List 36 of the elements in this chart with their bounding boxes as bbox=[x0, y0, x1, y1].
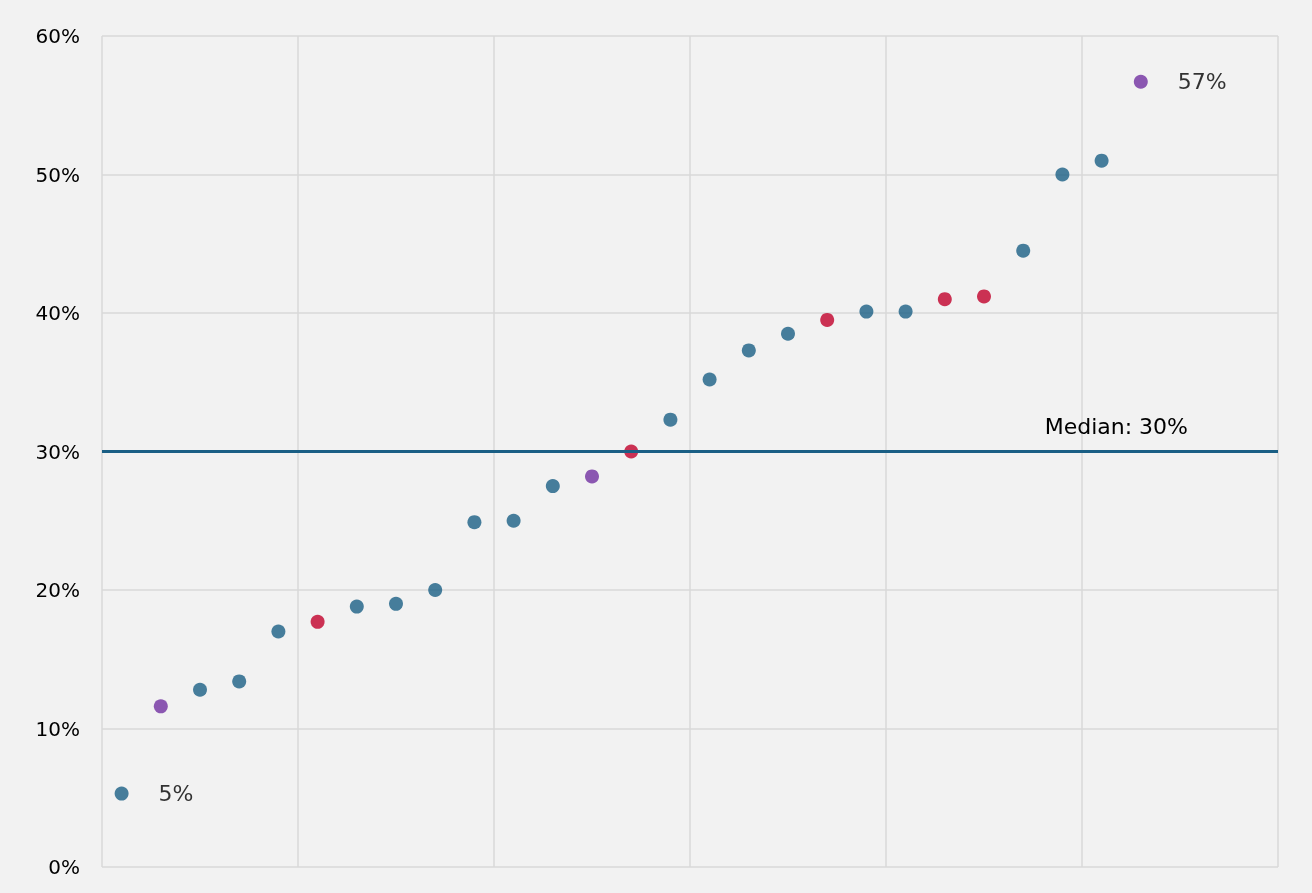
point bbox=[977, 289, 991, 304]
point bbox=[506, 513, 521, 528]
data-label: 57% bbox=[1177, 69, 1227, 95]
point bbox=[702, 372, 717, 387]
point bbox=[271, 624, 286, 639]
point bbox=[1016, 243, 1031, 258]
y-tick-label: 50% bbox=[35, 162, 80, 187]
point bbox=[1055, 167, 1070, 182]
point bbox=[1133, 74, 1148, 89]
point bbox=[663, 412, 678, 427]
point bbox=[781, 326, 795, 341]
point bbox=[193, 682, 207, 697]
point bbox=[1094, 153, 1109, 168]
point bbox=[741, 343, 756, 358]
y-tick-label: 60% bbox=[35, 24, 80, 48]
point bbox=[937, 292, 952, 307]
y-tick-label: 40% bbox=[35, 301, 80, 325]
point bbox=[898, 304, 913, 319]
point bbox=[545, 479, 560, 494]
point bbox=[153, 699, 168, 714]
point bbox=[389, 596, 403, 611]
point bbox=[232, 674, 247, 689]
point bbox=[585, 469, 599, 484]
y-tick-label: 20% bbox=[35, 578, 80, 602]
point bbox=[349, 599, 364, 614]
point bbox=[467, 515, 482, 530]
point bbox=[114, 786, 129, 801]
point bbox=[859, 304, 874, 319]
point bbox=[310, 614, 325, 629]
y-tick-label: 0% bbox=[48, 855, 80, 879]
point bbox=[428, 583, 443, 597]
point bbox=[820, 312, 835, 327]
data-label: 5% bbox=[158, 781, 194, 807]
ref-line-label: Median: 30% bbox=[1044, 414, 1188, 439]
y-tick-label: 30% bbox=[35, 439, 80, 464]
y-tick-label: 10% bbox=[35, 716, 80, 741]
